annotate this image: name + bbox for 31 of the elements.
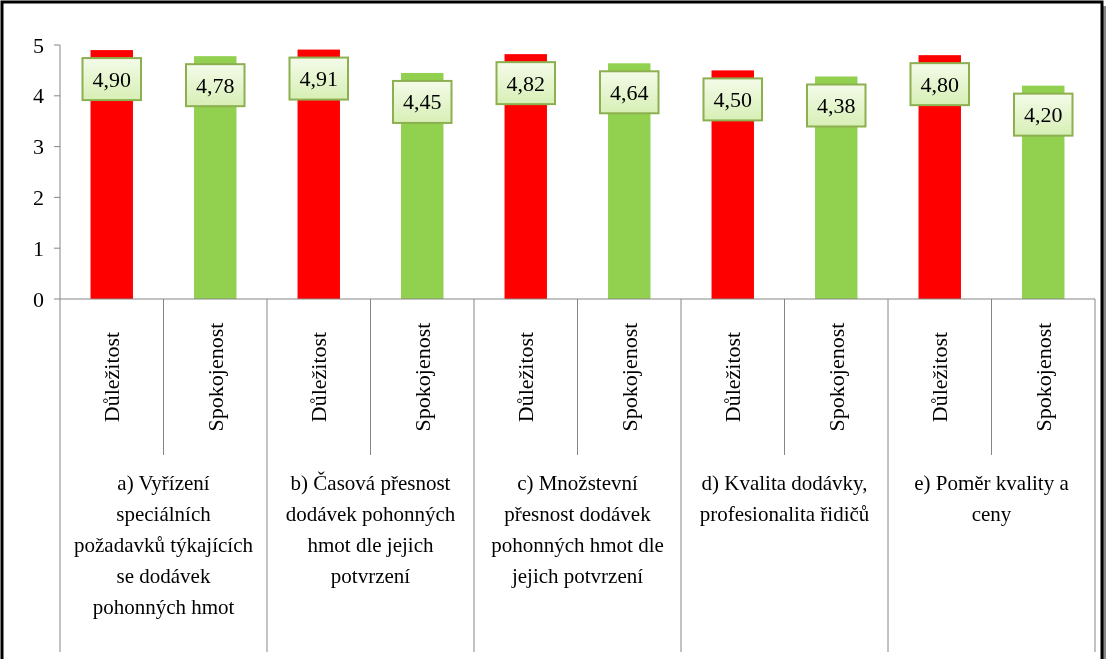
- data-label: 4,20: [1024, 102, 1063, 128]
- text: a) Vyřízení speciálních požadavků týkajících se dodávek pohonných hmot: [73, 471, 254, 619]
- y-tick-label: 4: [33, 83, 44, 109]
- text: d) Kvalita dodávky, profesionalita řidičů: [699, 471, 870, 526]
- x-tick-label: Důležitost: [306, 331, 332, 423]
- x-tick-label: Spokojenost: [616, 322, 642, 432]
- y-tick-label: 1: [33, 235, 44, 261]
- data-label: 4,64: [610, 79, 649, 105]
- x-tick-label: Důležitost: [513, 331, 539, 423]
- text: e) Poměr kvality a ceny: [914, 471, 1070, 526]
- y-tick-label: 5: [33, 32, 44, 58]
- data-label: 4,80: [920, 71, 959, 97]
- y-tick-label: 0: [33, 286, 44, 312]
- y-tick-label: 2: [33, 184, 44, 210]
- x-tick-label: Spokojenost: [409, 322, 435, 432]
- data-label: 4,82: [506, 70, 545, 96]
- x-tick-label: Spokojenost: [1030, 322, 1056, 432]
- data-label: 4,38: [817, 93, 856, 118]
- x-tick-label: Důležitost: [927, 331, 953, 423]
- x-tick-label: Důležitost: [720, 331, 746, 423]
- data-label: 4,91: [299, 66, 338, 92]
- y-tick-label: 3: [33, 134, 44, 160]
- x-tick-label: Důležitost: [99, 331, 125, 423]
- x-tick-label: Spokojenost: [202, 322, 228, 432]
- data-label: 4,90: [92, 66, 131, 92]
- x-tick-label: Spokojenost: [823, 322, 849, 432]
- text: c) Množstevní přesnost dodávek pohonných hmot dle jejich potvrzení: [491, 471, 664, 588]
- data-label: 4,78: [196, 72, 235, 98]
- text: b) Časová přesnost dodávek pohonných hmot dle jejich potvrzení: [285, 471, 456, 588]
- data-label: 4,45: [403, 89, 442, 115]
- data-label: 4,50: [713, 86, 752, 112]
